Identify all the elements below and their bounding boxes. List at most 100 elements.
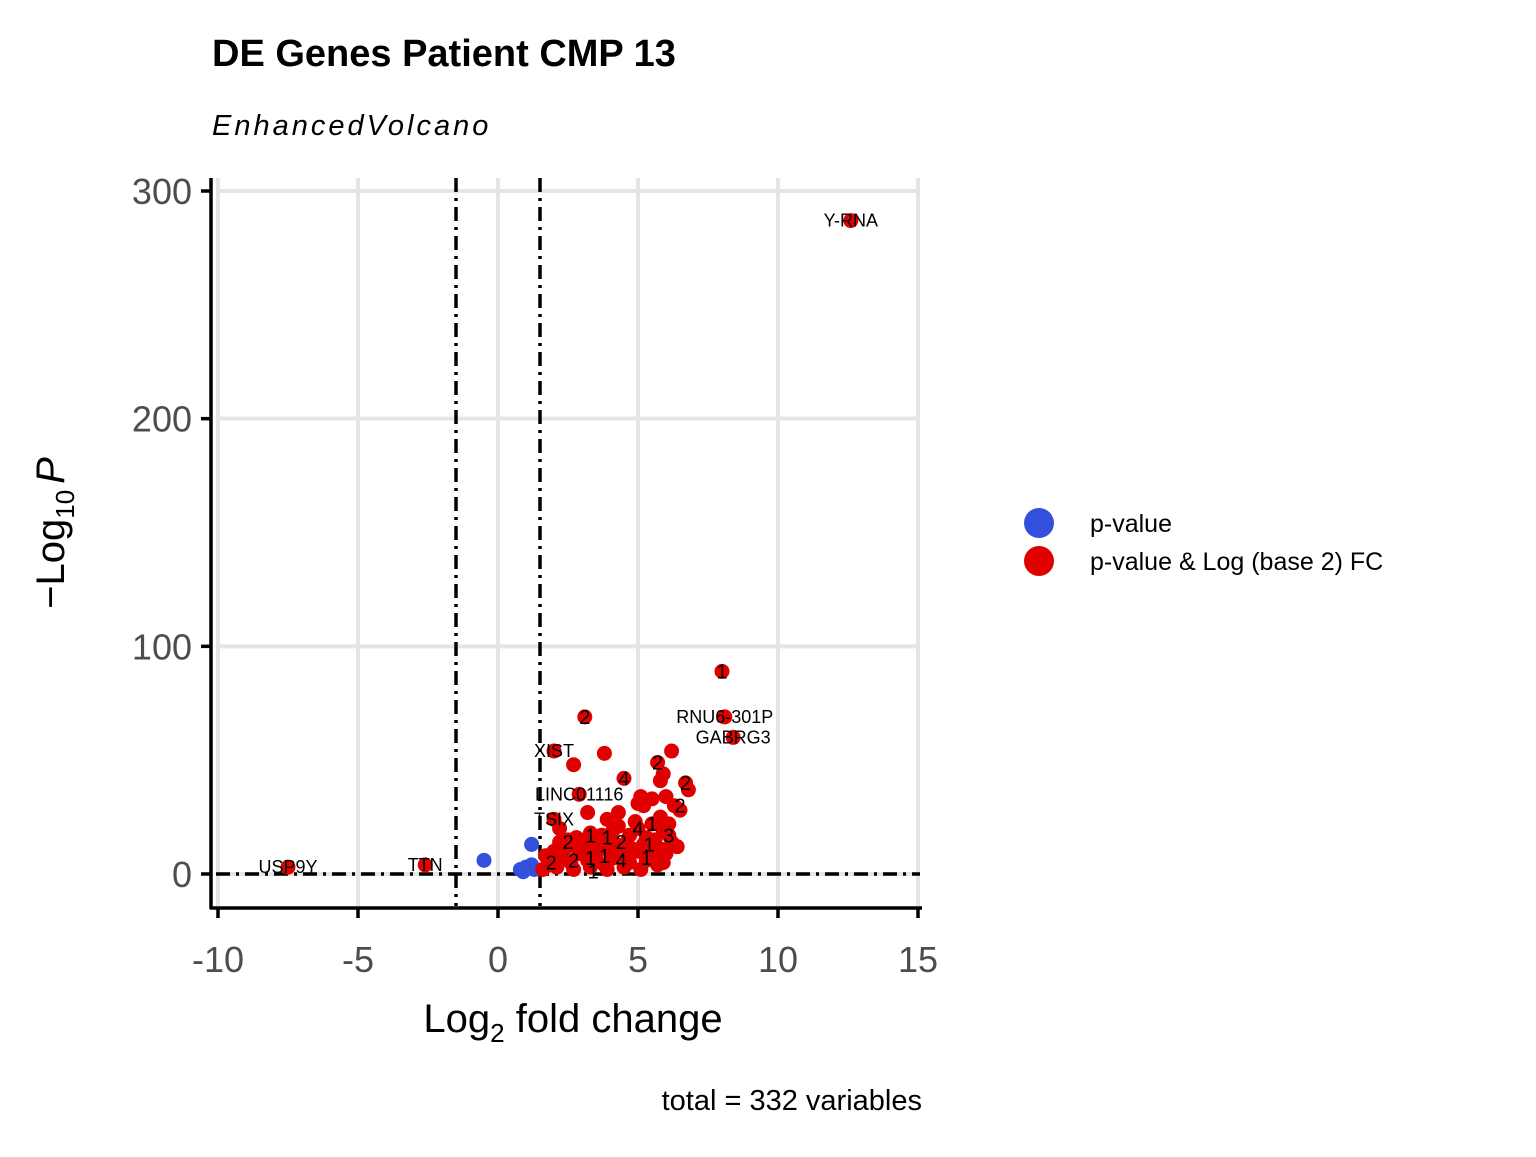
point-p-value-fc bbox=[546, 743, 562, 759]
cluster-count-label: 1 bbox=[599, 846, 610, 868]
y-tick-label: 300 bbox=[132, 171, 192, 212]
point-p-value-fc bbox=[563, 836, 579, 852]
point-p-value-fc bbox=[652, 841, 668, 857]
point-p-value-fc bbox=[596, 745, 612, 761]
point-p-value-fc bbox=[552, 834, 568, 850]
point-p-value-fc bbox=[661, 827, 677, 843]
cluster-count-label: 2 bbox=[568, 850, 579, 872]
cluster-count-label: 1 bbox=[716, 661, 727, 683]
point-p-value-fc bbox=[585, 843, 601, 859]
gene-label: RNU6-301P bbox=[676, 707, 773, 727]
point-p-value-fc bbox=[602, 843, 618, 859]
point-p-value-fc bbox=[717, 709, 733, 725]
point-p-value-fc bbox=[582, 859, 598, 875]
cluster-count-label: 1 bbox=[585, 825, 596, 847]
legend-label-p-value: p-value bbox=[1090, 510, 1172, 538]
cluster-count-label: 1 bbox=[644, 834, 655, 856]
cluster-count-label: 2 bbox=[652, 752, 663, 774]
cluster-count-label: 2 bbox=[562, 832, 573, 854]
x-tick-label: 15 bbox=[898, 939, 938, 980]
point-p-value-fc bbox=[599, 811, 615, 827]
cluster-count-label: 2 bbox=[546, 853, 557, 875]
cluster-count-label: 3 bbox=[663, 825, 674, 847]
gene-label: TSIX bbox=[534, 809, 574, 829]
gene-label: XIST bbox=[534, 741, 574, 761]
point-p-value-fc bbox=[577, 832, 593, 848]
point-p-value-fc bbox=[619, 834, 635, 850]
point-p-value-fc bbox=[610, 818, 626, 834]
point-p-value-fc bbox=[843, 213, 859, 229]
chart-title: DE Genes Patient CMP 13 bbox=[212, 33, 676, 75]
cluster-count-label: 4 bbox=[618, 768, 629, 790]
point-p-value-fc bbox=[672, 802, 688, 818]
point-p-value bbox=[515, 864, 531, 880]
cluster-count-label: 1 bbox=[641, 848, 652, 870]
x-tick-label: 10 bbox=[758, 939, 798, 980]
point-p-value bbox=[524, 836, 540, 852]
point-p-value-fc bbox=[664, 743, 680, 759]
cluster-count-label: 2 bbox=[674, 796, 685, 818]
cluster-count-label: 2 bbox=[579, 707, 590, 729]
point-p-value-fc bbox=[571, 786, 587, 802]
axes: -10 -5 0 5 10 15 0 100 200 300 bbox=[132, 171, 938, 980]
legend-label-p-value-fc: p-value & Log (base 2) FC bbox=[1090, 548, 1383, 576]
point-p-value-fc bbox=[594, 827, 610, 843]
point-p-value-fc bbox=[616, 859, 632, 875]
gene-label: GABRG3 bbox=[696, 727, 771, 747]
chart-subtitle: EnhancedVolcano bbox=[212, 110, 491, 142]
point-p-value-fc bbox=[644, 791, 660, 807]
cluster-count-label: 4 bbox=[616, 850, 627, 872]
point-p-value-fc bbox=[616, 770, 632, 786]
cluster-count-label: 1 bbox=[585, 848, 596, 870]
gene-label: Y-RNA bbox=[824, 211, 878, 231]
gene-label: TTN bbox=[408, 855, 443, 875]
point-p-value-fc bbox=[650, 754, 666, 770]
point-p-value-fc bbox=[599, 861, 615, 877]
legend-swatch-p-value bbox=[1024, 508, 1054, 538]
gene-label: LINC01116 bbox=[535, 784, 623, 804]
x-tick-label: -10 bbox=[192, 939, 244, 980]
point-p-value-fc bbox=[714, 663, 730, 679]
point-p-value-fc bbox=[636, 836, 652, 852]
point-p-value-fc bbox=[655, 766, 671, 782]
point-p-value-fc bbox=[577, 709, 593, 725]
point-p-value-fc bbox=[633, 861, 649, 877]
data-points bbox=[280, 213, 859, 880]
point-p-value-fc bbox=[566, 861, 582, 877]
point-p-value-fc bbox=[680, 782, 696, 798]
point-p-value-fc bbox=[580, 805, 596, 821]
point-p-value-fc bbox=[610, 805, 626, 821]
chart-caption: total = 332 variables bbox=[662, 1085, 922, 1117]
point-p-value-fc bbox=[552, 820, 568, 836]
point-p-value-fc bbox=[644, 816, 660, 832]
cluster-count-label: 1 bbox=[588, 862, 599, 884]
point-p-value-fc bbox=[540, 852, 556, 868]
cluster-count-label: 1 bbox=[602, 828, 613, 850]
point-p-value-fc bbox=[280, 859, 296, 875]
cluster-count-label: 2 bbox=[616, 832, 627, 854]
x-tick-label: 5 bbox=[628, 939, 648, 980]
y-tick-label: 100 bbox=[132, 626, 192, 667]
y-tick-label: 0 bbox=[172, 854, 192, 895]
point-p-value bbox=[476, 852, 492, 868]
x-tick-label: 0 bbox=[488, 939, 508, 980]
legend-swatch-p-value-fc bbox=[1024, 546, 1054, 576]
gene-label: USP9Y bbox=[258, 857, 317, 877]
cluster-count-label: 1 bbox=[646, 814, 657, 836]
point-p-value-fc bbox=[725, 729, 741, 745]
cluster-count-label: 2 bbox=[680, 773, 691, 795]
point-p-value-fc bbox=[650, 857, 666, 873]
point-p-value-fc bbox=[417, 857, 433, 873]
cluster-count-label: 4 bbox=[632, 818, 643, 840]
x-axis-title: Log2 fold change bbox=[423, 997, 722, 1048]
point-p-value-fc bbox=[627, 814, 643, 830]
y-axis-title: −Log10P bbox=[29, 457, 80, 609]
x-tick-label: -5 bbox=[342, 939, 374, 980]
point-p-value-fc bbox=[669, 839, 685, 855]
y-tick-label: 200 bbox=[132, 399, 192, 440]
point-p-value-fc bbox=[566, 757, 582, 773]
legend: p-value p-value & Log (base 2) FC bbox=[1024, 508, 1383, 576]
